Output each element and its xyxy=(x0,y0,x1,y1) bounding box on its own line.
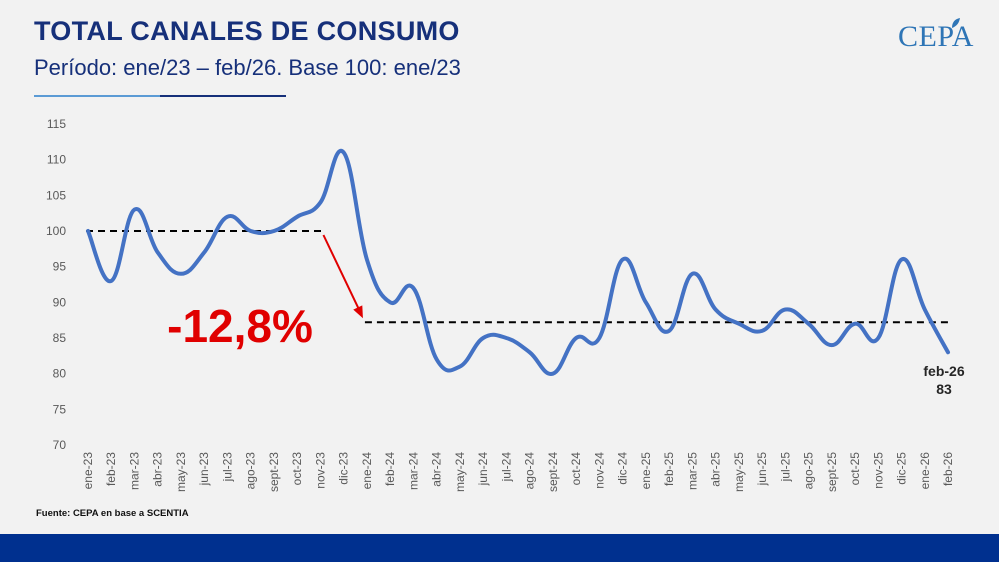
x-tick-label: may-24 xyxy=(453,452,467,492)
x-tick-label: dic-24 xyxy=(616,452,630,485)
x-tick-label: may-23 xyxy=(174,452,188,492)
x-tick-label: ago-25 xyxy=(802,452,816,490)
x-tick-label: oct-23 xyxy=(290,452,304,486)
series-line xyxy=(86,148,950,376)
title-underline-dark xyxy=(160,95,286,97)
x-tick-label: jul-23 xyxy=(220,452,234,483)
x-tick-label: jun-24 xyxy=(476,452,490,487)
y-axis: 70 75 80 85 90 95 100 105 110 115 xyxy=(46,117,66,452)
x-tick-label: jul-24 xyxy=(499,452,513,483)
x-tick-label: nov-23 xyxy=(313,452,327,489)
y-tick-label: 80 xyxy=(53,367,67,381)
title-underline-light xyxy=(34,95,160,97)
y-tick-label: 110 xyxy=(47,153,66,167)
y-tick-label: 85 xyxy=(53,331,67,345)
series-layer xyxy=(86,148,950,376)
y-tick-label: 100 xyxy=(46,224,66,238)
x-tick-label: ene-26 xyxy=(918,452,932,490)
leaf-icon xyxy=(952,18,960,28)
x-tick-label: nov-25 xyxy=(871,452,885,489)
x-tick-label: mar-23 xyxy=(127,452,141,490)
x-tick-label: dic-25 xyxy=(895,452,909,485)
x-tick-label: abr-25 xyxy=(709,452,723,487)
x-tick-label: sept-25 xyxy=(825,452,839,492)
y-tick-label: 115 xyxy=(47,117,66,131)
chart-title: TOTAL CANALES DE CONSUMO xyxy=(34,16,460,46)
cepa-logo: CEPA xyxy=(898,20,974,53)
x-tick-label: ene-24 xyxy=(360,452,374,490)
x-tick-label: jul-25 xyxy=(778,452,792,483)
x-tick-label: sept-23 xyxy=(267,452,281,492)
x-tick-label: jun-23 xyxy=(197,452,211,487)
x-tick-label: ago-23 xyxy=(244,452,258,490)
x-tick-label: jun-25 xyxy=(755,452,769,487)
x-tick-label: nov-24 xyxy=(592,452,606,489)
footer-bar xyxy=(0,534,999,562)
x-tick-label: abr-23 xyxy=(151,452,165,487)
y-tick-label: 90 xyxy=(53,295,67,309)
x-tick-label: ago-24 xyxy=(523,452,537,490)
arrow-head-icon xyxy=(353,305,363,319)
y-tick-label: 95 xyxy=(53,260,67,274)
x-tick-label: oct-24 xyxy=(569,452,583,486)
line-chart: 70 75 80 85 90 95 100 105 110 115 ene-23 feb-23 mar… xyxy=(46,117,965,492)
x-tick-label: dic-23 xyxy=(337,452,351,485)
chart-subtitle: Período: ene/23 – feb/26. Base 100: ene/… xyxy=(34,55,461,80)
last-point-date-label: feb-26 xyxy=(923,363,964,379)
decline-arrow xyxy=(322,234,360,310)
x-tick-label: mar-24 xyxy=(406,452,420,490)
x-tick-label: oct-25 xyxy=(848,452,862,486)
x-tick-label: ene-23 xyxy=(81,452,95,490)
y-tick-label: 70 xyxy=(53,438,67,452)
x-tick-label: feb-26 xyxy=(941,452,955,486)
x-tick-label: ene-25 xyxy=(639,452,653,490)
x-tick-label: feb-23 xyxy=(104,452,118,486)
x-axis: ene-23 feb-23 mar-23 abr-23 may-23 jun-23 jul-… xyxy=(81,452,955,492)
x-tick-label: sept-24 xyxy=(546,452,560,492)
x-tick-label: mar-25 xyxy=(685,452,699,490)
x-tick-label: abr-24 xyxy=(430,452,444,487)
y-tick-label: 75 xyxy=(53,402,67,416)
last-point-value-label: 83 xyxy=(936,381,952,397)
source-note: Fuente: CEPA en base a SCENTIA xyxy=(36,508,189,519)
x-tick-label: feb-25 xyxy=(662,452,676,486)
x-tick-label: feb-24 xyxy=(383,452,397,486)
x-tick-label: may-25 xyxy=(732,452,746,492)
annotations: -12,8% feb-26 83 xyxy=(167,234,965,397)
change-percentage-label: -12,8% xyxy=(167,300,313,352)
y-tick-label: 105 xyxy=(46,188,66,202)
